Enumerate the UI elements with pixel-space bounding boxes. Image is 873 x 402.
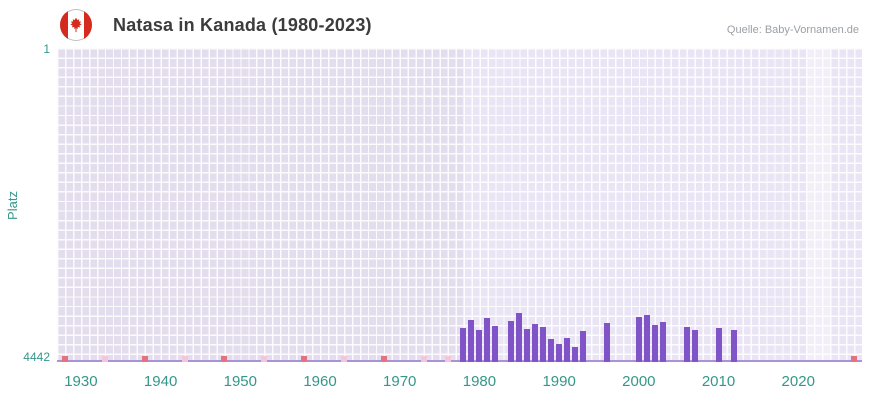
marker-1976[interactable] (444, 356, 451, 362)
bar-1991[interactable] (564, 337, 571, 362)
marker-1948[interactable] (221, 356, 228, 362)
marker-1968[interactable] (380, 356, 387, 362)
marker-1933[interactable] (101, 356, 108, 362)
x-tick-1930: 1930 (64, 373, 98, 390)
x-tick-1990: 1990 (542, 373, 576, 390)
bar-2010[interactable] (715, 327, 722, 362)
x-tick-1980: 1980 (462, 373, 497, 390)
source-link[interactable]: Quelle: Baby-Vornamen.de (726, 24, 859, 36)
bar-1979[interactable] (468, 320, 475, 362)
bar-2002[interactable] (651, 325, 658, 362)
bar-2001[interactable] (643, 315, 650, 362)
x-tick-1960: 1960 (303, 373, 337, 390)
bar-1985[interactable] (516, 313, 523, 362)
x-tick-1970: 1970 (383, 373, 417, 390)
marker-1938[interactable] (141, 356, 148, 362)
bar-1981[interactable] (484, 318, 491, 362)
bar-1989[interactable] (548, 339, 555, 362)
y-axis-title: Platz (4, 191, 20, 220)
x-axis-line (57, 360, 862, 362)
maple-leaf-icon (70, 17, 82, 33)
flag-red-band-right (84, 9, 92, 41)
bar-1984[interactable] (508, 320, 515, 362)
x-tick-1950: 1950 (223, 373, 257, 390)
marker-1943[interactable] (181, 356, 188, 362)
marker-1973[interactable] (420, 356, 427, 362)
bar-2000[interactable] (635, 316, 642, 362)
chart-title: Natasa in Kanada (1980-2023) (113, 15, 372, 35)
bar-1993[interactable] (580, 330, 587, 362)
x-tick-2020: 2020 (781, 373, 815, 390)
plot-area (57, 48, 862, 362)
marker-1958[interactable] (301, 356, 308, 362)
marker-1928[interactable] (61, 356, 68, 362)
x-tick-2000: 2000 (622, 373, 656, 390)
bar-2007[interactable] (691, 330, 698, 362)
marker-1953[interactable] (261, 356, 268, 362)
bar-1990[interactable] (556, 343, 563, 362)
canada-flag-icon (60, 9, 92, 41)
bar-2003[interactable] (659, 321, 666, 362)
marker-1963[interactable] (340, 356, 347, 362)
bar-1992[interactable] (572, 347, 579, 362)
bar-1986[interactable] (524, 329, 531, 362)
bar-1996[interactable] (603, 323, 610, 362)
x-tick-2010: 2010 (701, 373, 736, 390)
bar-2012[interactable] (731, 330, 738, 362)
y-axis-top-label: 1 (43, 42, 50, 56)
flag-red-band-left (60, 9, 68, 41)
bar-1987[interactable] (532, 323, 539, 362)
marker-2027[interactable] (851, 356, 858, 362)
grid (57, 48, 862, 362)
y-axis-bottom-label: 4442 (23, 350, 50, 364)
bar-1978[interactable] (460, 327, 467, 362)
bar-1980[interactable] (476, 330, 483, 362)
bar-2006[interactable] (683, 326, 690, 362)
x-tick-1940: 1940 (143, 373, 178, 390)
bar-1988[interactable] (540, 327, 547, 362)
bar-1982[interactable] (492, 325, 499, 362)
